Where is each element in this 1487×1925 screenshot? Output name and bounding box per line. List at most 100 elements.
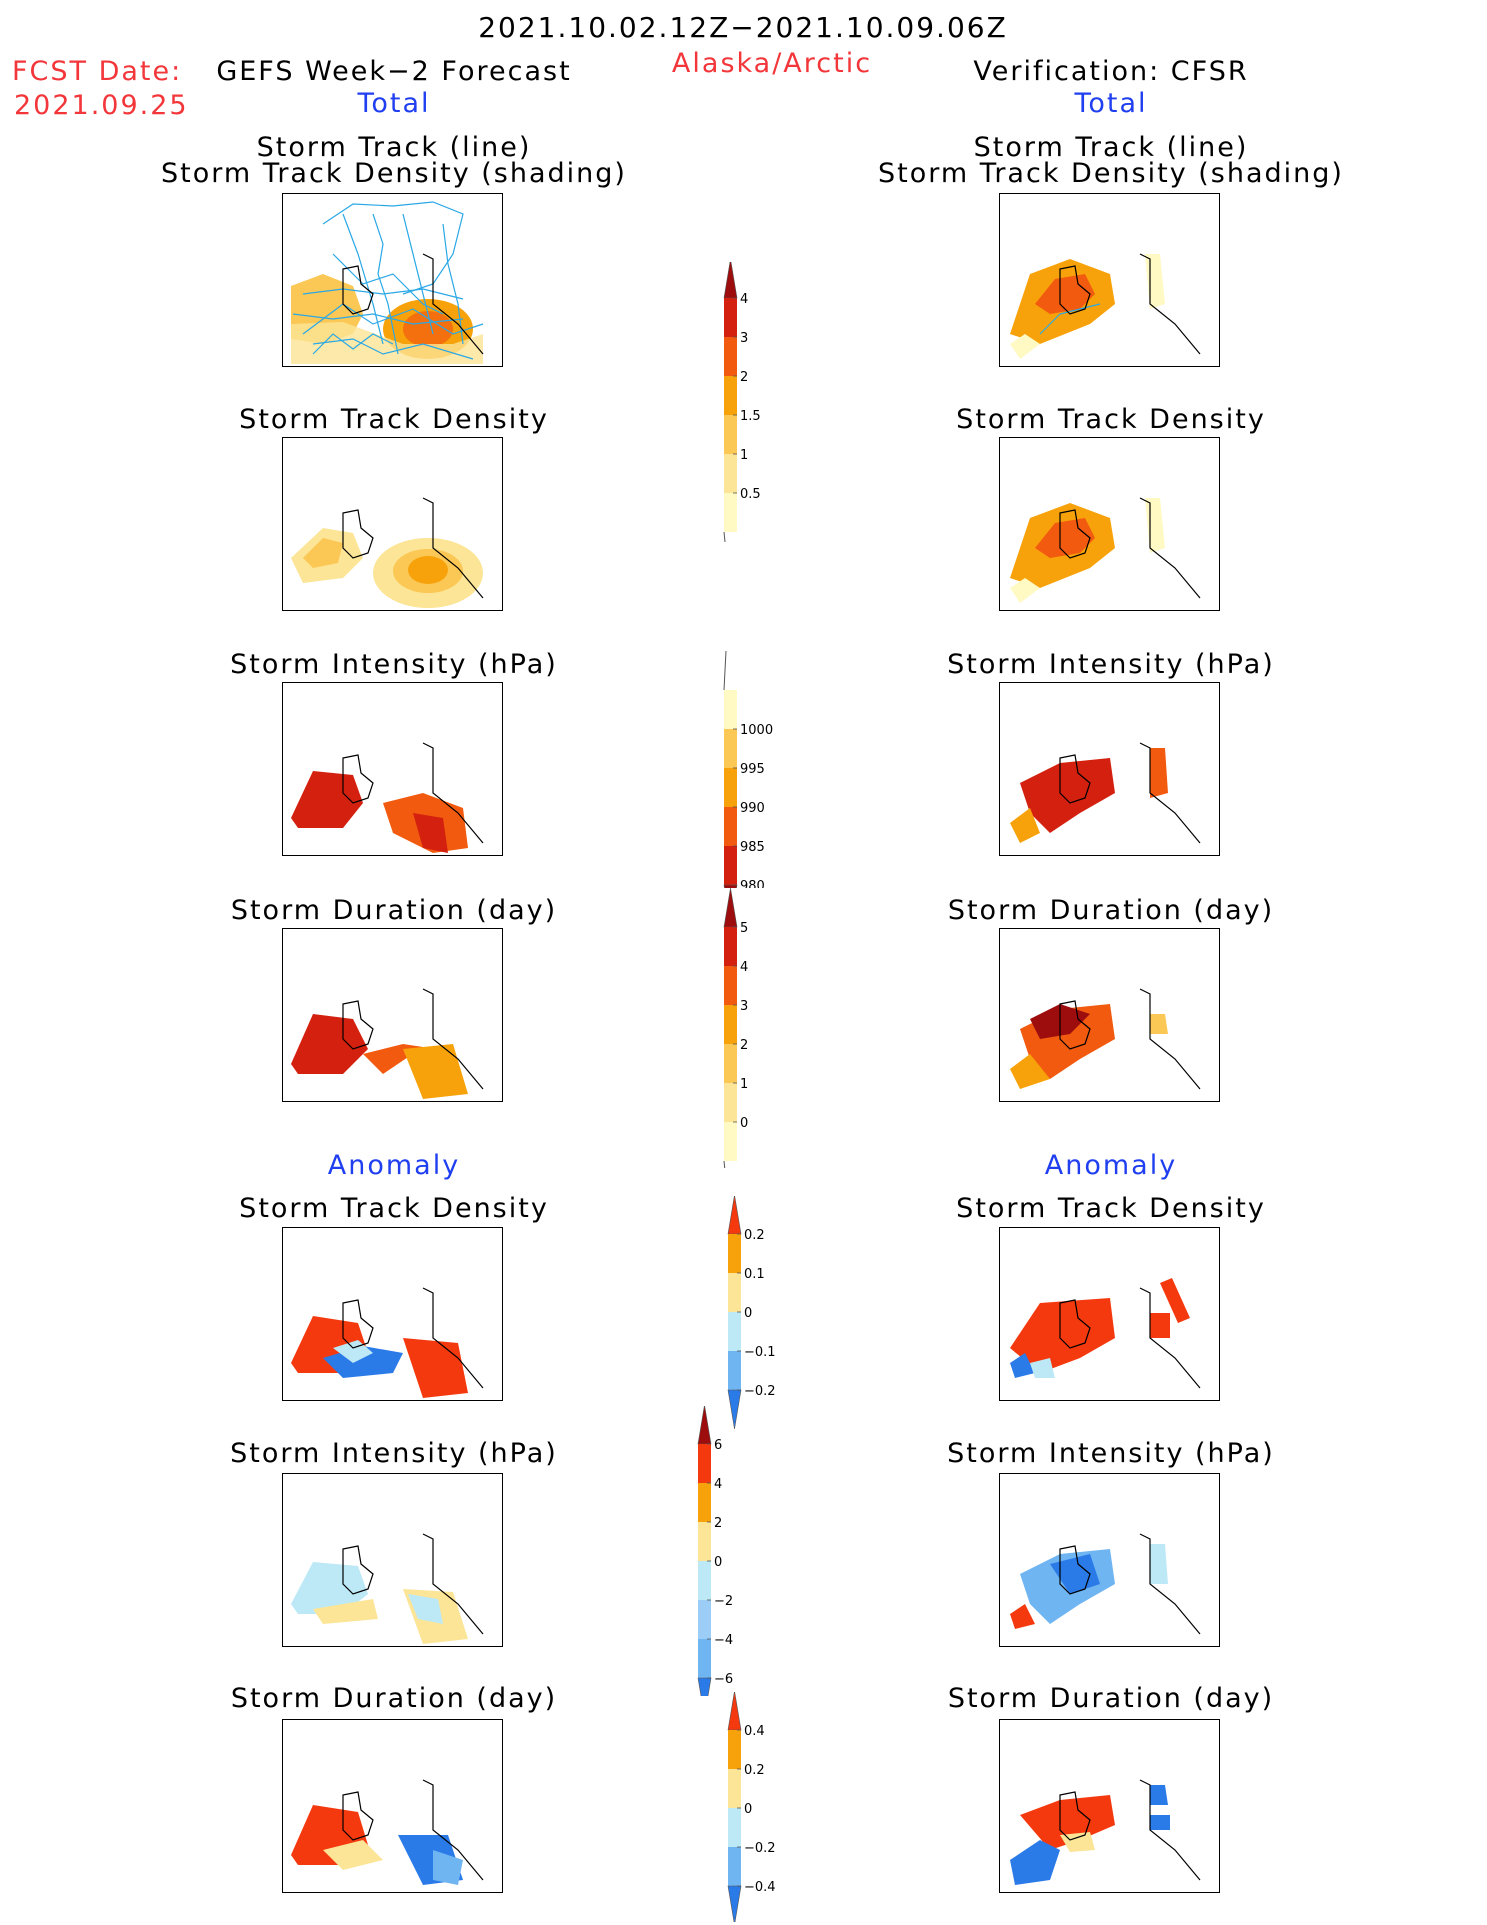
period-title: 2021.10.02.12Z−2021.10.09.06Z bbox=[478, 11, 1008, 44]
colorbar-duration: 5 4 3 2 1 0 bbox=[723, 888, 748, 1168]
fcst-date-value: 2021.09.25 bbox=[14, 90, 189, 121]
colorbar-segment bbox=[724, 1083, 737, 1122]
colorbar-tick-label: 0.4 bbox=[744, 1724, 765, 1739]
title-right-anom-density: Storm Track Density bbox=[956, 1193, 1266, 1224]
colorbar-tail-bottom bbox=[723, 531, 726, 542]
colorbar-arrow-bottom bbox=[723, 884, 738, 888]
colorbar-tick-label: 2 bbox=[714, 1516, 722, 1531]
colorbar-arrow-bottom bbox=[727, 1389, 742, 1430]
colorbar-anom-density: 0.2 0.1 0 −0.1 −0.2 bbox=[727, 1196, 776, 1430]
colorbar-segment bbox=[728, 1234, 741, 1273]
colorbar-arrow-bottom bbox=[727, 1885, 742, 1922]
colorbar-tick-label: 985 bbox=[740, 840, 765, 855]
map-right-duration bbox=[999, 928, 1220, 1102]
colorbar-tick-label: 4 bbox=[714, 1477, 722, 1492]
map-left-anom-duration bbox=[282, 1719, 503, 1893]
colorbar-segment bbox=[728, 1769, 741, 1808]
colorbar-tick-label: 0 bbox=[744, 1802, 752, 1817]
title-right-density: Storm Track Density bbox=[956, 404, 1266, 435]
colorbar-arrow-top bbox=[727, 1196, 742, 1235]
title-right-duration: Storm Duration (day) bbox=[947, 895, 1275, 926]
colorbar-segment bbox=[724, 1044, 737, 1083]
map-right-track bbox=[999, 193, 1220, 367]
title-left-track-line: Storm Track (line) bbox=[256, 132, 532, 163]
fcst-date-label: FCST Date: bbox=[12, 56, 183, 87]
colorbar-arrow-bottom bbox=[697, 1677, 712, 1696]
title-right-track-line: Storm Track (line) bbox=[973, 132, 1249, 163]
colorbar-tick-label: 4 bbox=[740, 960, 748, 975]
colorbar-segment bbox=[698, 1522, 711, 1561]
colorbar-anom-duration: 0.4 0.2 0 −0.2 −0.4 bbox=[727, 1692, 776, 1922]
colorbar-intensity: 1000 995 990 985 980 bbox=[723, 650, 773, 888]
title-left-intensity: Storm Intensity (hPa) bbox=[230, 649, 558, 680]
colorbar-tick-label: 3 bbox=[740, 999, 748, 1014]
colorbar-segment bbox=[728, 1730, 741, 1769]
left-anomaly-label: Anomaly bbox=[327, 1150, 461, 1181]
colorbar-tick-label: 0.2 bbox=[744, 1228, 765, 1243]
title-left-anom-intensity: Storm Intensity (hPa) bbox=[230, 1438, 558, 1469]
right-total-label: Total bbox=[1074, 88, 1148, 119]
title-left-duration: Storm Duration (day) bbox=[230, 895, 558, 926]
map-left-intensity bbox=[282, 682, 503, 856]
colorbar-segment bbox=[724, 807, 737, 846]
map-right-anom-intensity bbox=[999, 1473, 1220, 1647]
right-anomaly-label: Anomaly bbox=[1044, 1150, 1178, 1181]
left-total-label: Total bbox=[357, 88, 431, 119]
right-column-title: Verification: CFSR bbox=[973, 56, 1249, 87]
colorbar-segment bbox=[728, 1273, 741, 1312]
title-right-intensity: Storm Intensity (hPa) bbox=[947, 649, 1275, 680]
colorbar-arrow-top bbox=[727, 1692, 742, 1731]
map-left-track bbox=[282, 193, 503, 367]
colorbar-segment bbox=[724, 337, 737, 376]
colorbar-segment bbox=[724, 454, 737, 493]
colorbar-tick-label: 995 bbox=[740, 762, 765, 777]
title-right-anom-duration: Storm Duration (day) bbox=[947, 1683, 1275, 1714]
region-title: Alaska/Arctic bbox=[671, 48, 873, 79]
colorbar-segment bbox=[698, 1639, 711, 1678]
colorbar-tick-label: 0.2 bbox=[744, 1763, 765, 1778]
colorbar-tick-label: 2 bbox=[740, 1038, 748, 1053]
title-right-track-shading: Storm Track Density (shading) bbox=[878, 158, 1344, 189]
colorbar-tick-label: −0.2 bbox=[744, 1841, 776, 1856]
colorbar-tick-label: 0.1 bbox=[744, 1267, 765, 1282]
map-left-density bbox=[282, 437, 503, 611]
colorbar-segment bbox=[728, 1808, 741, 1847]
colorbar-segment bbox=[724, 690, 737, 729]
colorbar-anom-intensity: 6 4 2 0 −2 −4 −6 bbox=[697, 1406, 733, 1696]
map-left-anom-density bbox=[282, 1227, 503, 1401]
colorbar-track-density: 4 3 2 1.5 1 0.5 bbox=[723, 262, 761, 542]
colorbar-segment bbox=[724, 846, 737, 885]
colorbar-tick-label: 980 bbox=[740, 879, 765, 888]
title-left-density: Storm Track Density bbox=[239, 404, 549, 435]
title-left-anom-density: Storm Track Density bbox=[239, 1193, 549, 1224]
map-right-intensity bbox=[999, 682, 1220, 856]
title-right-anom-intensity: Storm Intensity (hPa) bbox=[947, 1438, 1275, 1469]
colorbar-tick-label: 0 bbox=[744, 1306, 752, 1321]
colorbar-segment bbox=[724, 966, 737, 1005]
colorbar-tick-label: −0.1 bbox=[744, 1345, 776, 1360]
colorbar-segment bbox=[728, 1847, 741, 1886]
colorbar-tick-label: 3 bbox=[740, 331, 748, 346]
colorbar-tick-label: 0 bbox=[740, 1116, 748, 1131]
colorbar-segment bbox=[724, 376, 737, 415]
map-right-anom-density bbox=[999, 1227, 1220, 1401]
colorbar-segment bbox=[724, 729, 737, 768]
colorbar-segment bbox=[728, 1312, 741, 1351]
colorbar-tick-label: 1 bbox=[740, 1077, 748, 1092]
colorbar-segment bbox=[724, 1122, 737, 1161]
colorbar-segment bbox=[724, 298, 737, 337]
colorbar-tick-label: 1 bbox=[740, 448, 748, 463]
colorbar-tick-label: −0.4 bbox=[744, 1880, 776, 1895]
colorbar-arrow-top bbox=[697, 1406, 712, 1445]
colorbar-tick-label: 4 bbox=[740, 292, 748, 307]
colorbar-tick-label: 2 bbox=[740, 370, 748, 385]
colorbar-arrow-top bbox=[723, 888, 738, 928]
colorbar-tick-label: 990 bbox=[740, 801, 765, 816]
colorbar-tick-label: 0 bbox=[714, 1555, 722, 1570]
map-right-anom-duration bbox=[999, 1719, 1220, 1893]
colorbar-tick-label: 1000 bbox=[740, 723, 773, 738]
colorbar-tick-label: 6 bbox=[714, 1438, 722, 1453]
colorbar-segment bbox=[724, 927, 737, 966]
colorbar-tick-label: −2 bbox=[714, 1594, 733, 1609]
colorbar-tick-label: 5 bbox=[740, 921, 748, 936]
